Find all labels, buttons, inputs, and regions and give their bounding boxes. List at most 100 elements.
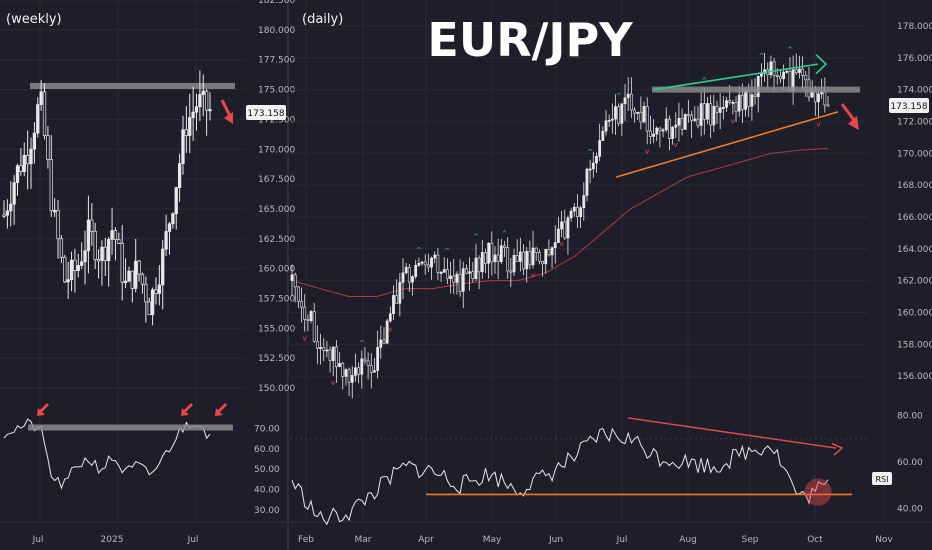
weekly-candle-body bbox=[167, 223, 172, 232]
weekly-candle-body bbox=[93, 230, 97, 260]
daily-candle-body bbox=[471, 271, 475, 279]
daily-candle-body bbox=[369, 365, 373, 373]
daily-price-tick-label: 168.000 bbox=[897, 181, 932, 191]
daily-candle-body bbox=[629, 93, 633, 111]
daily-candle-body bbox=[503, 245, 506, 248]
daily-resistance-band bbox=[652, 86, 860, 93]
daily-candle-body bbox=[534, 247, 538, 253]
daily-candle-body bbox=[411, 276, 414, 283]
weekly-candle-body bbox=[103, 246, 107, 262]
daily-candle-body bbox=[598, 140, 602, 157]
daily-candle-body bbox=[779, 75, 782, 80]
daily-candle-body bbox=[699, 103, 703, 126]
daily-candle-body bbox=[794, 69, 798, 73]
weekly-down-arrow-shaft bbox=[220, 99, 232, 117]
daily-candle-body bbox=[455, 273, 459, 283]
weekly-candle-body bbox=[32, 132, 37, 150]
daily-price-tick-label: 170.000 bbox=[897, 149, 932, 159]
daily-candle-body bbox=[728, 100, 732, 103]
weekly-candle-body bbox=[42, 91, 47, 136]
daily-candle-body bbox=[569, 210, 573, 219]
daily-candle-body bbox=[357, 367, 361, 375]
weekly-candle-body bbox=[86, 219, 91, 252]
daily-rsi-tick-label: 40.00 bbox=[897, 504, 923, 514]
daily-time-tick-label: May bbox=[483, 535, 502, 545]
daily-time-tick-label: Apr bbox=[418, 535, 434, 545]
daily-candle-body bbox=[309, 311, 313, 322]
weekly-rsi-arrow-shaft bbox=[183, 402, 194, 413]
daily-candle-body bbox=[373, 370, 376, 373]
daily-candle-body bbox=[354, 367, 357, 376]
daily-pivot-low-marker: v bbox=[674, 141, 678, 149]
daily-candle-body bbox=[585, 168, 589, 196]
daily-candle-body bbox=[737, 94, 741, 112]
daily-candle-body bbox=[731, 101, 735, 104]
weekly-candle-body bbox=[164, 231, 168, 250]
weekly-candle-body bbox=[15, 165, 20, 183]
weekly-candle-body bbox=[171, 213, 175, 225]
weekly-panel: 182.500 180.000 177.500 175.000 172.500 170.0… bbox=[0, 0, 295, 545]
daily-pivot-low-marker: v bbox=[560, 240, 564, 248]
daily-moving-average bbox=[291, 148, 829, 297]
weekly-price-tick-label: 182.500 bbox=[258, 0, 295, 6]
daily-candle-body bbox=[379, 339, 383, 348]
weekly-candle-body bbox=[96, 259, 101, 262]
weekly-candle-body bbox=[49, 159, 53, 212]
daily-pivot-high-marker: ^ bbox=[587, 149, 593, 157]
daily-candle-body bbox=[785, 70, 789, 73]
weekly-candle-body bbox=[140, 273, 145, 285]
daily-candle-body bbox=[601, 130, 605, 141]
daily-pivot-low-marker: v bbox=[531, 271, 535, 279]
daily-candle-body bbox=[496, 254, 500, 262]
daily-price-tick-label: 162.000 bbox=[897, 277, 932, 287]
daily-pivot-low-marker: v bbox=[816, 121, 820, 129]
weekly-candle-body bbox=[59, 238, 64, 258]
daily-candles: v v ^ v ^ ^ ^ ^ v v ^ ^ v v ^ v ^ ^ v bbox=[290, 46, 830, 399]
daily-candle-body bbox=[623, 97, 627, 104]
daily-pivot-low-marker: v bbox=[388, 326, 392, 334]
weekly-candle-body bbox=[66, 279, 70, 283]
daily-candle-body bbox=[382, 339, 386, 344]
daily-candle-body bbox=[465, 268, 468, 274]
weekly-candle-body bbox=[150, 289, 155, 316]
weekly-candle-body bbox=[56, 210, 60, 240]
daily-candle-body bbox=[388, 313, 392, 322]
daily-candle-body bbox=[712, 105, 716, 126]
daily-candle-body bbox=[322, 347, 326, 351]
daily-candle-body bbox=[499, 245, 503, 262]
daily-candle-body bbox=[626, 93, 630, 99]
daily-candle-body bbox=[677, 117, 681, 126]
daily-time-axis: Feb Mar Apr May Jun Jul Aug Sep Oct Nov bbox=[298, 535, 893, 545]
weekly-candle-body bbox=[2, 214, 6, 217]
weekly-candle-body bbox=[208, 109, 212, 112]
daily-price-tick-label: 176.000 bbox=[897, 54, 932, 64]
weekly-candle-body bbox=[25, 154, 30, 165]
daily-candle-body bbox=[319, 347, 322, 349]
daily-current-price-label: 173.158 bbox=[890, 102, 927, 112]
daily-candle-body bbox=[480, 252, 484, 273]
daily-time-tick-label: Oct bbox=[807, 535, 823, 545]
daily-pivot-high-marker: ^ bbox=[787, 46, 793, 54]
daily-down-arrow-shaft bbox=[840, 103, 856, 121]
daily-candle-body bbox=[430, 257, 433, 268]
weekly-time-tick-label: 2025 bbox=[101, 535, 124, 545]
daily-candle-body bbox=[395, 295, 399, 304]
daily-candle-body bbox=[560, 221, 563, 230]
weekly-candle-body bbox=[90, 219, 94, 232]
daily-candle-body bbox=[433, 254, 437, 259]
daily-price-tick-label: 156.000 bbox=[897, 372, 932, 382]
daily-candle-body bbox=[426, 264, 430, 268]
daily-candle-body bbox=[341, 363, 345, 377]
weekly-rsi-arrow-shaft bbox=[39, 402, 50, 413]
daily-pivot-high-marker: ^ bbox=[444, 247, 450, 255]
rsi-tag: RSI bbox=[872, 472, 892, 485]
weekly-candle-body bbox=[154, 289, 158, 294]
daily-rsi-divergence-arrow bbox=[831, 442, 844, 456]
weekly-candle-body bbox=[181, 129, 185, 164]
daily-candle-body bbox=[680, 117, 684, 130]
weekly-candle-body bbox=[174, 187, 178, 215]
daily-rsi-divergence-line bbox=[627, 417, 837, 449]
daily-candle-body bbox=[683, 114, 687, 130]
weekly-rsi-arrow-head bbox=[215, 408, 223, 416]
weekly-period-label: (weekly) bbox=[6, 12, 62, 27]
